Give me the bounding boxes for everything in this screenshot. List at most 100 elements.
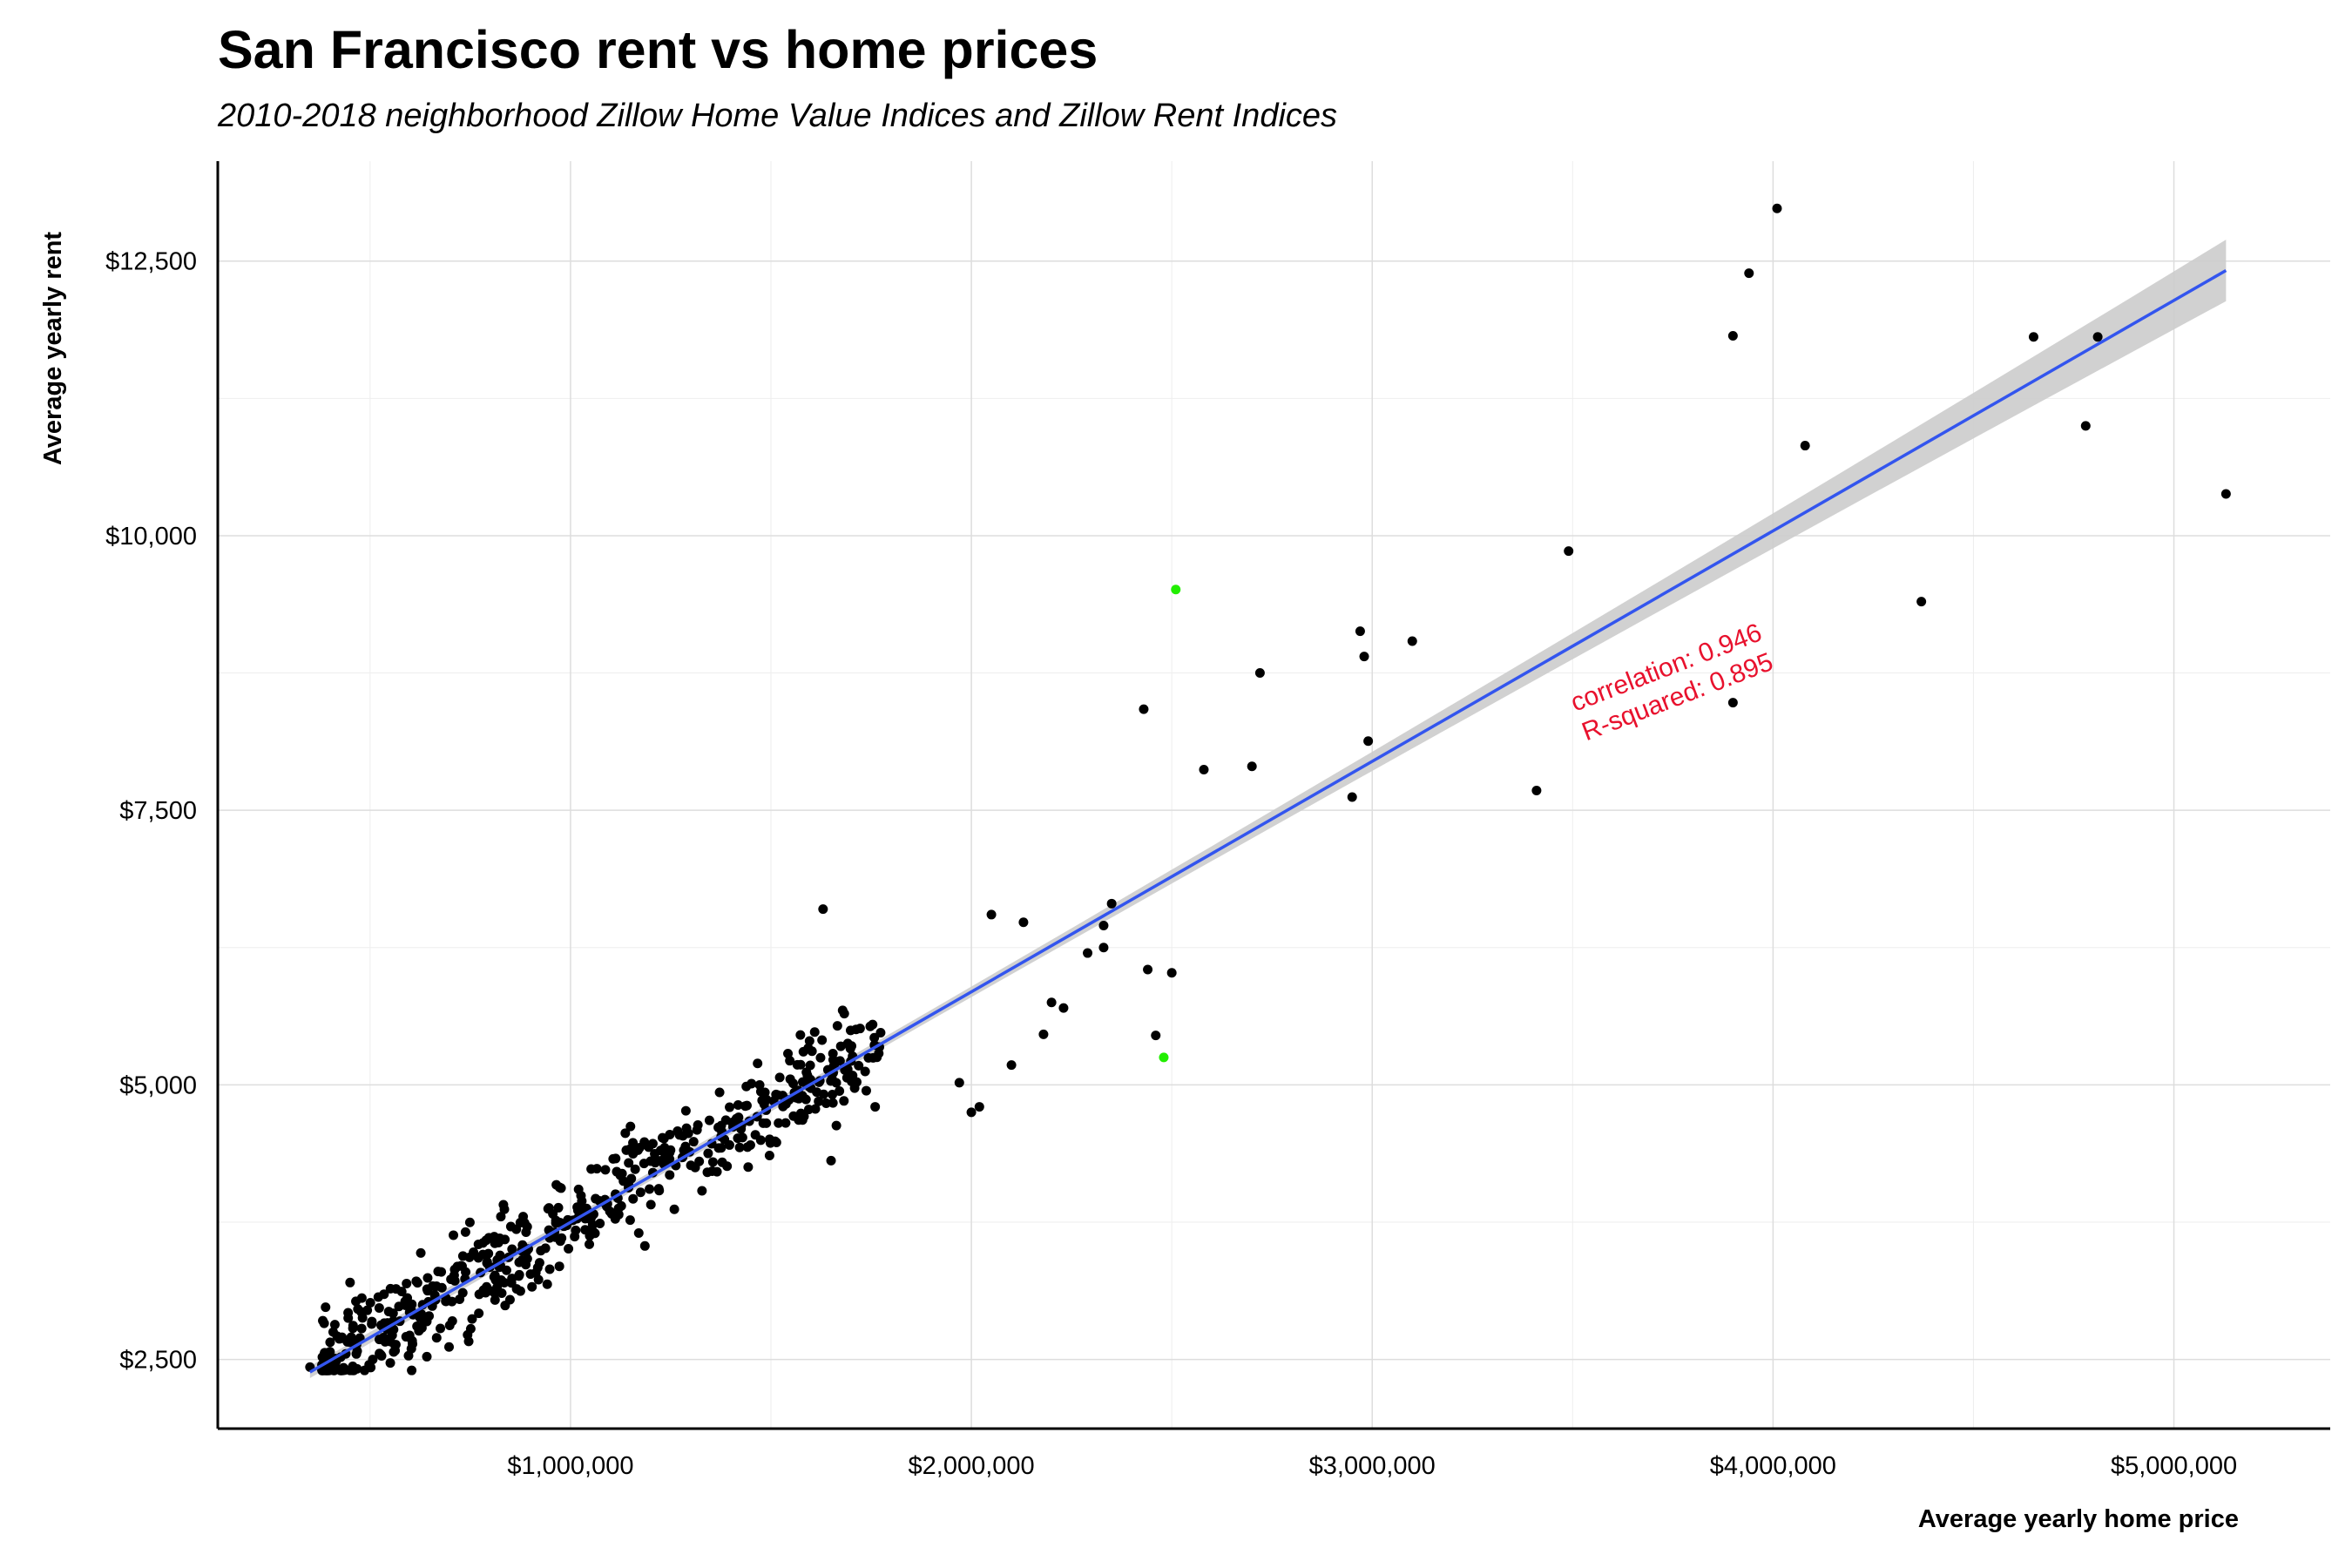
data-point: [551, 1218, 561, 1228]
data-point: [770, 1136, 781, 1146]
data-point: [854, 1060, 864, 1071]
data-point: [831, 1120, 841, 1131]
data-point: [734, 1142, 745, 1152]
data-point: [837, 1005, 848, 1016]
data-point: [724, 1139, 734, 1150]
y-axis-title: Average yearly rent: [39, 232, 67, 465]
data-point: [344, 1335, 355, 1345]
data-point: [821, 1098, 831, 1109]
data-point: [817, 1035, 828, 1045]
data-point: [373, 1292, 383, 1302]
data-point: [781, 1118, 791, 1128]
data-point: [374, 1302, 384, 1313]
y-tick-label: $5,000: [119, 1071, 197, 1099]
data-point: [1058, 1003, 1069, 1013]
data-point: [595, 1218, 605, 1228]
x-tick-label: $3,000,000: [1309, 1452, 1436, 1480]
data-point: [507, 1244, 517, 1254]
data-point: [828, 1098, 838, 1108]
data-point: [606, 1209, 617, 1220]
data-point: [482, 1258, 492, 1268]
data-point: [436, 1267, 447, 1277]
data-point: [1564, 546, 1574, 557]
data-point: [797, 1115, 808, 1125]
data-point: [692, 1125, 702, 1135]
data-point: [628, 1193, 639, 1204]
data-point: [348, 1365, 358, 1375]
data-point: [336, 1333, 347, 1343]
data-point: [422, 1316, 432, 1327]
y-tick-label: $7,500: [119, 797, 197, 825]
data-point: [812, 1087, 822, 1098]
data-point: [647, 1139, 658, 1149]
x-tick-label: $5,000,000: [2111, 1452, 2237, 1480]
data-point: [818, 904, 828, 915]
data-point: [483, 1233, 494, 1243]
data-point: [447, 1316, 457, 1327]
data-point: [654, 1186, 665, 1196]
data-point: [1254, 668, 1265, 679]
highlighted-point: [1171, 585, 1181, 595]
data-point: [803, 1105, 814, 1115]
data-point: [966, 1107, 977, 1118]
data-point: [634, 1143, 645, 1153]
data-point: [845, 1044, 855, 1054]
data-point: [449, 1230, 459, 1240]
data-point: [753, 1058, 763, 1069]
data-point: [2220, 489, 2231, 499]
regression-line: [308, 268, 2227, 1374]
data-point: [2028, 332, 2038, 342]
data-points: [305, 203, 2231, 1375]
data-point: [628, 1138, 639, 1148]
data-point: [725, 1102, 735, 1112]
data-point: [443, 1342, 454, 1352]
data-point: [669, 1204, 679, 1214]
data-point: [860, 1066, 870, 1077]
data-point: [515, 1218, 525, 1228]
data-point: [436, 1282, 447, 1293]
data-point: [974, 1102, 984, 1112]
data-point: [544, 1264, 555, 1274]
data-point: [465, 1323, 476, 1334]
chart-title: San Francisco rent vs home prices: [218, 20, 1098, 79]
data-point: [1151, 1031, 1161, 1041]
data-point: [365, 1297, 375, 1308]
data-point: [841, 1064, 852, 1075]
highlighted-point: [1159, 1052, 1169, 1063]
data-point: [514, 1269, 524, 1280]
data-point: [351, 1296, 362, 1307]
data-point: [665, 1170, 675, 1180]
data-point: [1800, 441, 1810, 451]
data-point: [795, 1059, 806, 1070]
data-point: [343, 1313, 354, 1323]
data-point: [702, 1167, 713, 1178]
data-point: [832, 1021, 842, 1031]
data-point: [586, 1164, 597, 1174]
data-point: [1098, 943, 1109, 953]
data-point: [785, 1056, 795, 1066]
data-point: [814, 1096, 824, 1106]
data-point: [1038, 1029, 1049, 1039]
data-point: [624, 1158, 634, 1168]
data-point: [672, 1125, 683, 1136]
data-point: [325, 1337, 335, 1348]
data-point: [986, 909, 997, 920]
data-point: [1727, 330, 1738, 341]
data-point: [449, 1264, 460, 1274]
data-point: [690, 1162, 700, 1173]
data-point: [1106, 898, 1117, 909]
data-point: [681, 1123, 692, 1133]
data-point: [477, 1287, 488, 1297]
data-point: [1772, 203, 1782, 213]
data-point: [1083, 948, 1093, 958]
data-point: [406, 1343, 416, 1354]
data-point: [1347, 792, 1357, 802]
data-point: [544, 1203, 554, 1213]
data-point: [489, 1272, 499, 1282]
data-point: [795, 1030, 806, 1040]
data-point: [608, 1153, 618, 1164]
data-point: [665, 1153, 675, 1164]
data-point: [750, 1130, 760, 1140]
data-point: [740, 1101, 751, 1112]
data-point: [463, 1336, 474, 1347]
